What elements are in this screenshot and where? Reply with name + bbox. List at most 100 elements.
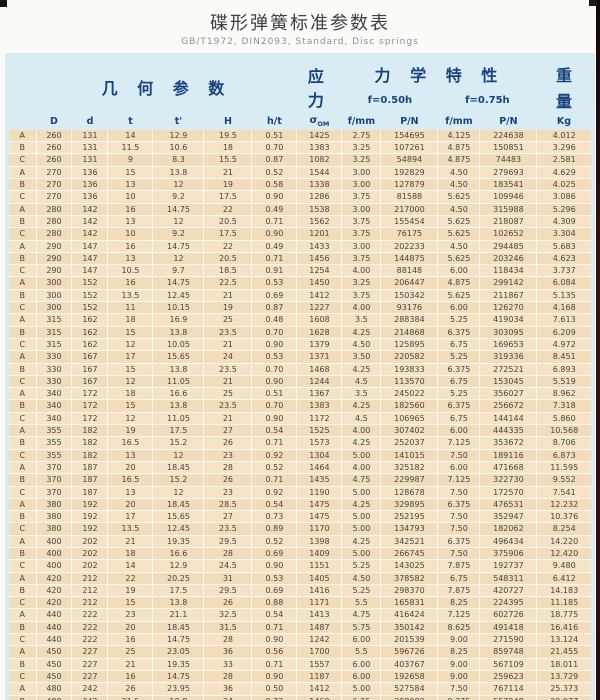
data-cell: 31 xyxy=(203,572,252,585)
data-cell: 0.58 xyxy=(251,178,297,192)
data-cell: 1304 xyxy=(296,449,342,462)
data-cell: 34 xyxy=(203,695,252,700)
data-cell: 0.88 xyxy=(251,596,297,610)
data-cell: 11.05 xyxy=(152,375,204,389)
data-cell: 11.595 xyxy=(536,461,591,475)
data-cell: 1475 xyxy=(296,510,342,524)
data-cell: 16 xyxy=(107,276,153,290)
series-cell: C xyxy=(9,486,36,499)
data-cell: 1608 xyxy=(296,313,342,327)
table-row: C 440 222 16 14.75 28 0.90 1242 6.00 201539 9.00 27… xyxy=(9,633,591,647)
data-cell: 1171 xyxy=(296,596,342,610)
data-cell: 31.5 xyxy=(203,621,252,635)
data-cell: 187 xyxy=(71,486,108,499)
data-cell: 1170 xyxy=(296,522,342,536)
data-cell: 222 xyxy=(71,633,108,647)
data-cell: 2.75 xyxy=(341,129,381,143)
data-cell: 4.875 xyxy=(437,153,480,167)
data-cell: 5.5 xyxy=(341,596,381,610)
data-cell: 260 xyxy=(35,141,72,155)
data-cell: 1412 xyxy=(296,682,342,696)
disc-spring-parameters-table: 几 何 参 数 应 力 力 学 特 性 重 f=0.50h f=0.75h 量 … xyxy=(9,58,591,700)
series-cell: A xyxy=(9,129,36,143)
data-cell: 172 xyxy=(71,387,108,401)
data-cell: 279693 xyxy=(479,166,537,180)
col-f-050: f/mm xyxy=(341,114,381,130)
data-cell: 113570 xyxy=(380,375,438,389)
data-cell: 22 xyxy=(203,203,252,216)
data-cell: 5.5 xyxy=(341,645,381,659)
table-row: A 290 147 16 14.75 22 0.49 1433 3.00 202233 4.50 29… xyxy=(9,240,591,253)
data-cell: 0.90 xyxy=(251,412,297,426)
data-cell: 8.451 xyxy=(536,350,591,364)
data-cell: 6.25 xyxy=(341,695,381,700)
data-cell: 476531 xyxy=(479,498,537,512)
data-cell: 1151 xyxy=(296,559,342,573)
data-cell: 12 xyxy=(107,338,153,352)
data-cell: 5.00 xyxy=(341,449,381,462)
data-cell: 4.025 xyxy=(536,178,591,192)
table-row: C 340 172 12 11.05 21 0.90 1172 4.5 106965 6.75 144… xyxy=(9,412,591,426)
data-cell: 260 xyxy=(35,153,72,167)
data-cell: 17.5 xyxy=(152,584,204,598)
data-cell: 143025 xyxy=(380,559,438,573)
col-t-prime: t' xyxy=(152,114,204,130)
table-row: B 440 222 20 18.45 31.5 0.71 1487 5.75 350142 8.62… xyxy=(9,621,591,635)
table-row: C 270 136 10 9.2 17.5 0.90 1286 3.75 81588 5.625 10… xyxy=(9,190,591,204)
data-cell: 203246 xyxy=(479,252,537,266)
data-cell: 0.92 xyxy=(251,486,297,499)
data-cell: 3.00 xyxy=(341,203,381,216)
data-cell: 202 xyxy=(71,547,108,561)
data-cell: 118434 xyxy=(479,264,537,278)
data-cell: 0.71 xyxy=(251,658,297,671)
data-cell: 17 xyxy=(107,350,153,364)
page-title: 碟形弹簧标准参数表 xyxy=(210,13,390,34)
data-cell: 17 xyxy=(107,510,153,524)
table-row: B 420 212 19 17.5 29.5 0.69 1416 5.25 298370 7.875… xyxy=(9,584,591,598)
data-cell: 6.75 xyxy=(437,412,480,426)
data-cell: 450 xyxy=(35,645,72,659)
data-cell: 76175 xyxy=(380,227,438,241)
series-cell: A xyxy=(9,461,36,475)
data-cell: 13.5 xyxy=(107,522,153,536)
series-cell: C xyxy=(9,559,36,573)
data-cell: 0.73 xyxy=(251,510,297,524)
data-cell: 0.53 xyxy=(251,572,297,585)
data-cell: 18.45 xyxy=(152,498,204,512)
series-cell: C xyxy=(9,596,36,610)
data-cell: 4.168 xyxy=(536,301,591,315)
data-cell: 13.729 xyxy=(536,670,591,684)
data-cell: 22 xyxy=(203,240,252,253)
data-cell: 15.2 xyxy=(152,473,204,487)
data-cell: 18.45 xyxy=(152,621,204,635)
data-cell: 4.25 xyxy=(341,498,381,512)
data-cell: 8.254 xyxy=(536,522,591,536)
data-cell: 18.5 xyxy=(203,264,252,278)
series-cell: C xyxy=(9,522,36,536)
table-row: A 330 167 17 15.65 24 0.53 1371 3.50 220582 5.25 31… xyxy=(9,350,591,364)
data-cell: 0.87 xyxy=(251,153,297,167)
series-cell: C xyxy=(9,190,36,204)
data-cell: 13 xyxy=(107,215,153,229)
data-cell: 9.00 xyxy=(437,633,480,647)
data-cell: 13.5 xyxy=(107,289,153,303)
data-cell: 602726 xyxy=(479,608,537,622)
data-cell: 189116 xyxy=(479,449,537,462)
data-cell: 1464 xyxy=(296,461,342,475)
data-cell: 4.972 xyxy=(536,338,591,352)
data-cell: 378582 xyxy=(380,572,438,585)
data-cell: 440 xyxy=(35,621,72,635)
table-row: B 400 202 18 16.6 28 0.69 1409 5.00 266745 7.50 375… xyxy=(9,547,591,561)
data-cell: 21.1 xyxy=(152,608,204,622)
data-cell: 8.25 xyxy=(437,596,480,610)
data-cell: 172 xyxy=(71,399,108,413)
data-cell: 26 xyxy=(203,473,252,487)
data-cell: 370 xyxy=(35,461,72,475)
data-cell: 3.00 xyxy=(341,240,381,253)
data-cell: 480 xyxy=(35,695,72,700)
data-cell: 400 xyxy=(35,547,72,561)
data-cell: 1557 xyxy=(296,658,342,671)
data-cell: 350142 xyxy=(380,621,438,635)
data-cell: 13 xyxy=(107,486,153,499)
data-cell: 0.52 xyxy=(251,461,297,475)
